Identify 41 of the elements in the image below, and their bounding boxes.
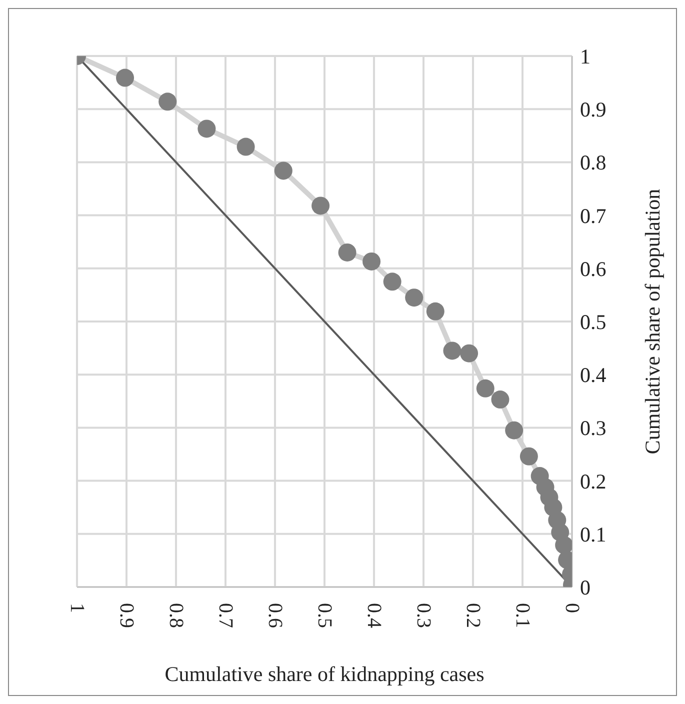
point bbox=[362, 252, 381, 270]
point bbox=[476, 379, 494, 398]
x-tick-label: 0.1 bbox=[512, 603, 534, 628]
point bbox=[443, 342, 462, 360]
y-tick-label: 0.3 bbox=[580, 416, 606, 440]
x-tick-label: 0.2 bbox=[462, 603, 484, 628]
y-tick-label: 0.1 bbox=[580, 522, 606, 546]
point bbox=[555, 536, 572, 554]
x-tick-label: 0.3 bbox=[412, 603, 434, 628]
point bbox=[274, 162, 292, 180]
x-tick-label: 1 bbox=[66, 603, 88, 613]
x-tick-label: 0.5 bbox=[314, 603, 336, 628]
x-tick-label: 0.8 bbox=[165, 603, 187, 628]
x-tick-label: 0.6 bbox=[264, 603, 286, 628]
point bbox=[426, 302, 444, 320]
x-axis-title: Cumulative share of kidnapping cases bbox=[164, 662, 484, 686]
point bbox=[198, 120, 216, 138]
x-tick-label: 0 bbox=[561, 603, 583, 613]
point bbox=[491, 390, 510, 409]
x-tick-label: 0.4 bbox=[363, 603, 385, 628]
y-tick-label: 0.5 bbox=[580, 310, 606, 334]
point bbox=[460, 344, 478, 362]
point bbox=[520, 447, 538, 466]
y-tick-label: 0.8 bbox=[580, 150, 606, 175]
y-tick-label: 0.6 bbox=[580, 256, 606, 281]
point bbox=[338, 243, 356, 262]
y-tick-label: 0.9 bbox=[580, 98, 606, 122]
point bbox=[505, 421, 524, 440]
point bbox=[236, 138, 255, 156]
y-tick-label: 1 bbox=[580, 44, 590, 68]
y-tick-label: 0.7 bbox=[580, 204, 606, 228]
point bbox=[116, 68, 134, 87]
y-tick-label: 0.4 bbox=[580, 363, 607, 388]
point bbox=[383, 272, 402, 291]
x-tick-label: 0.7 bbox=[214, 603, 236, 628]
point bbox=[312, 196, 330, 215]
point bbox=[405, 288, 424, 307]
point bbox=[158, 92, 177, 111]
y-tick-label: 0.2 bbox=[580, 469, 606, 494]
y-axis-title: Cumulative share of population bbox=[640, 188, 664, 454]
x-tick-label: 0.9 bbox=[116, 603, 138, 628]
